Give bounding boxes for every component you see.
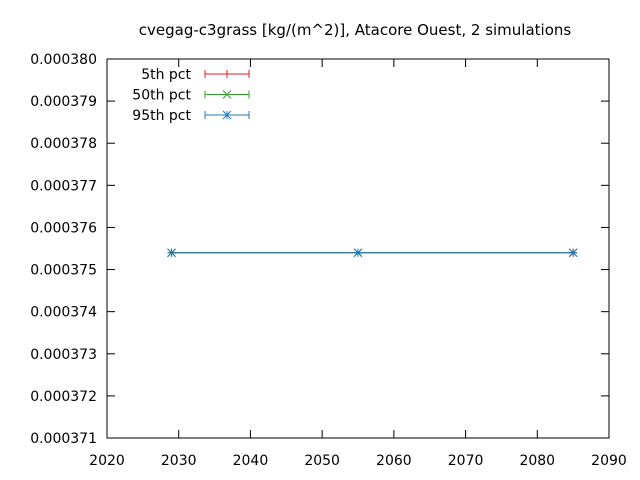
x-tick-label: 2030 bbox=[161, 453, 197, 469]
y-tick-label: 0.000375 bbox=[30, 263, 97, 279]
y-axis: 0.000371 0.000372 0.000373 0.000374 0.000375… bbox=[30, 52, 609, 447]
legend-marker bbox=[222, 90, 232, 99]
x-tick-label: 2070 bbox=[448, 453, 484, 469]
x-tick-label: 2050 bbox=[304, 453, 340, 469]
x-tick-label: 2020 bbox=[89, 453, 125, 469]
plot-area bbox=[106, 58, 610, 439]
y-tick-label: 0.000371 bbox=[30, 431, 97, 447]
x-tick-label: 2040 bbox=[233, 453, 269, 469]
y-tick-label: 0.000380 bbox=[30, 52, 97, 68]
series-layer bbox=[167, 248, 578, 258]
data-point bbox=[353, 248, 363, 258]
x-tick-label: 2090 bbox=[591, 453, 627, 469]
y-tick-label: 0.000373 bbox=[30, 347, 97, 363]
y-tick-label: 0.000379 bbox=[30, 94, 97, 110]
legend-marker bbox=[223, 70, 231, 78]
legend-marker bbox=[222, 110, 232, 120]
y-tick-label: 0.000374 bbox=[30, 305, 97, 321]
data-point bbox=[167, 248, 176, 258]
chart-title: cvegag-c3grass [kg/(m^2)], Atacore Ouest… bbox=[139, 21, 572, 39]
data-point bbox=[568, 248, 578, 258]
legend-label: 50th pct bbox=[132, 88, 191, 104]
legend-label: 95th pct bbox=[132, 108, 191, 124]
x-tick-label: 2060 bbox=[376, 453, 412, 469]
legend-label: 5th pct bbox=[141, 67, 191, 83]
x-axis: 2020 2030 2040 2050 2060 2070 2080 2090 bbox=[89, 59, 627, 469]
y-tick-label: 0.000376 bbox=[30, 220, 97, 236]
y-tick-label: 0.000377 bbox=[30, 178, 97, 194]
x-tick-label: 2080 bbox=[519, 453, 555, 469]
y-tick-label: 0.000378 bbox=[30, 136, 97, 152]
legend: 5th pct 50th pct 95th pct bbox=[132, 67, 250, 124]
y-tick-label: 0.000372 bbox=[30, 389, 97, 405]
